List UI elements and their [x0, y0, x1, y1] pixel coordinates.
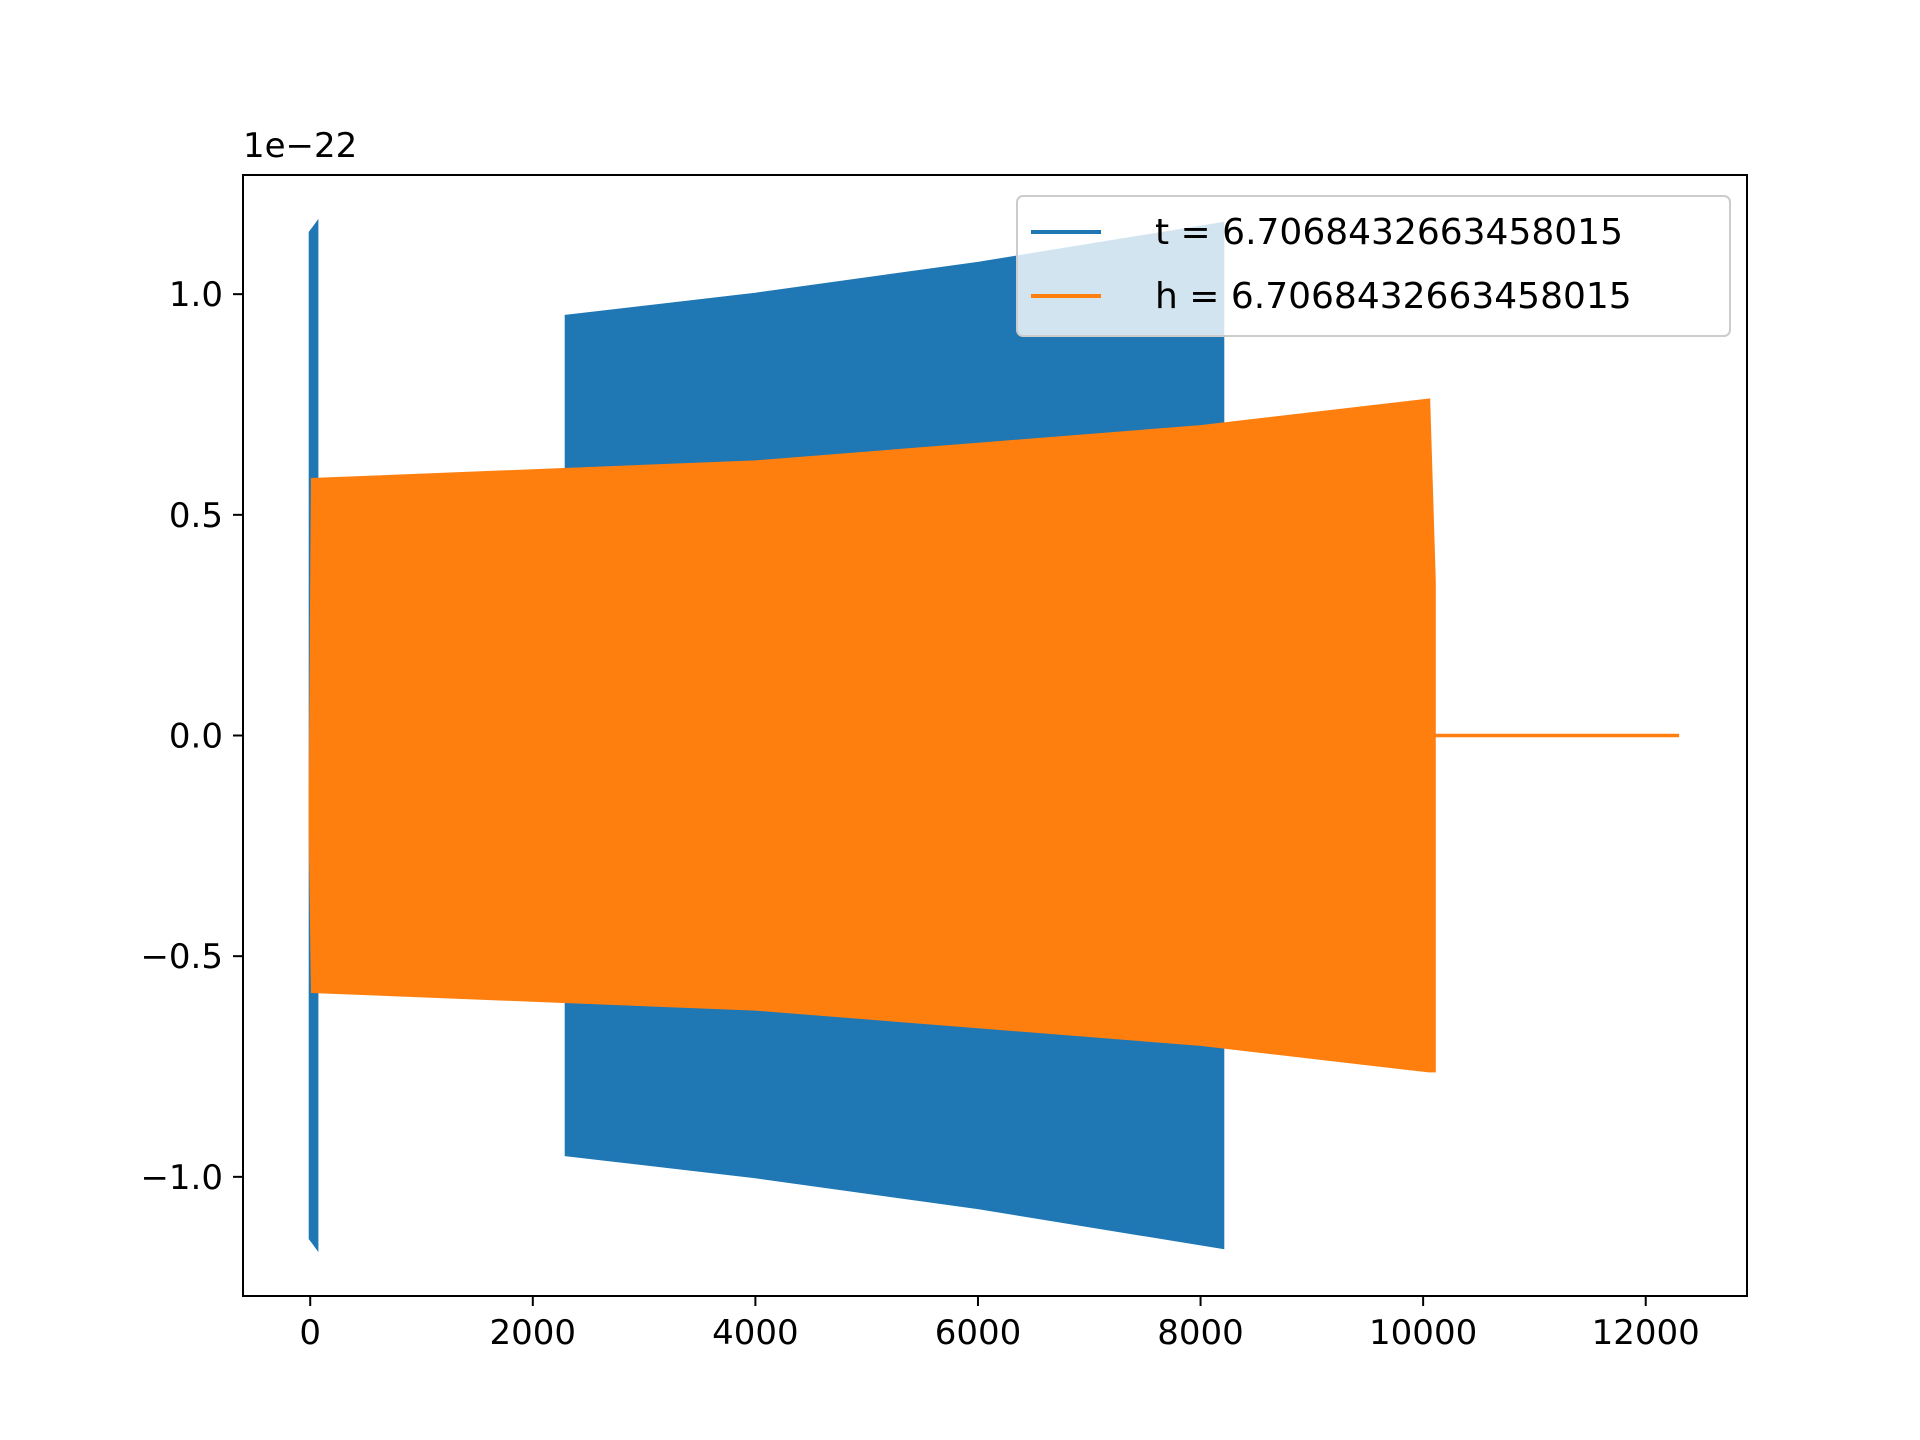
- x-axis: 0 2000 4000 6000 8000 10000 12000: [299, 1296, 1700, 1353]
- x-tick-label: 6000: [935, 1313, 1022, 1353]
- series-2-band-1: [308, 398, 1436, 1073]
- y-tick-label: 0.0: [169, 717, 223, 757]
- legend-label: t = 6.7068432663458015: [1155, 212, 1623, 253]
- legend-box: [1016, 195, 1731, 337]
- y-tick-label: 1.0: [169, 275, 223, 315]
- y-tick-label: −1.0: [140, 1158, 223, 1198]
- legend-label: h = 6.7068432663458015: [1155, 276, 1632, 317]
- x-tick-label: 0: [299, 1313, 321, 1353]
- x-tick-label: 8000: [1157, 1313, 1244, 1353]
- y-tick-label: 0.5: [169, 496, 223, 536]
- y-offset-label: 1e−22: [243, 126, 357, 166]
- legend: t = 6.7068432663458015 h = 6.706843266345…: [1016, 195, 1731, 337]
- y-axis: −1.0 −0.5 0.0 0.5 1.0: [140, 275, 243, 1198]
- x-tick-label: 10000: [1369, 1313, 1477, 1353]
- x-tick-label: 4000: [712, 1313, 799, 1353]
- x-tick-label: 12000: [1592, 1313, 1700, 1353]
- x-tick-label: 2000: [490, 1313, 577, 1353]
- plot-area: [308, 218, 1680, 1253]
- y-tick-label: −0.5: [140, 937, 223, 977]
